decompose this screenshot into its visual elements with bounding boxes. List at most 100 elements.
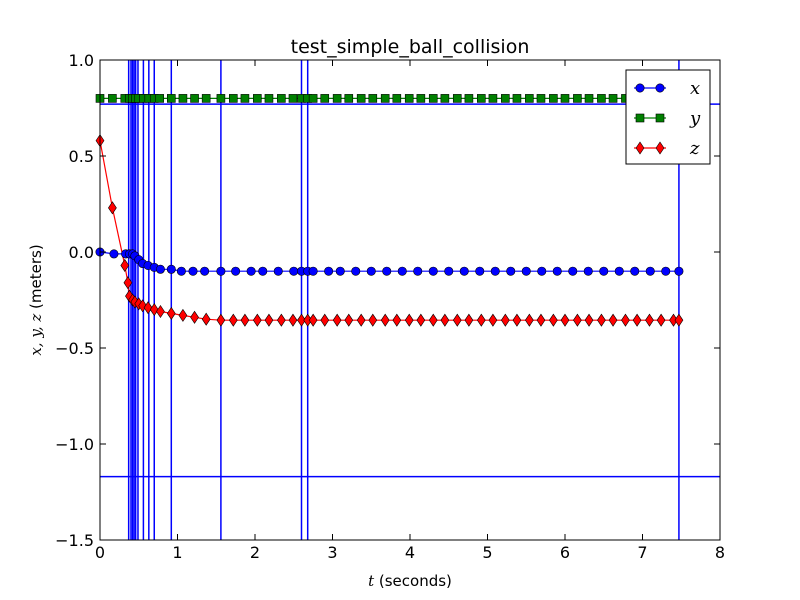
data-point-z: [440, 313, 450, 327]
data-point-x: [475, 266, 485, 276]
data-point-y: [440, 94, 450, 103]
data-point-z: [452, 313, 462, 327]
y-tick-label: −0.5: [55, 339, 94, 358]
legend-label-x: x: [690, 78, 700, 99]
data-point-y: [476, 94, 486, 103]
data-point-x: [188, 266, 198, 276]
data-point-y: [264, 94, 274, 103]
x-tick-label: 4: [405, 543, 415, 562]
data-point-z: [108, 201, 117, 215]
data-point-z: [240, 313, 250, 327]
data-point-z: [344, 313, 354, 327]
data-point-x: [444, 266, 454, 276]
data-point-y: [216, 94, 226, 103]
data-point-z: [645, 313, 654, 327]
data-point-y: [573, 94, 582, 103]
data-point-y: [416, 94, 426, 103]
data-point-y: [404, 94, 414, 103]
data-point-y: [201, 94, 211, 103]
data-point-z: [143, 301, 153, 315]
x-tick-label: 6: [560, 543, 570, 562]
legend-label-z: z: [689, 138, 700, 159]
data-point-x: [324, 266, 334, 276]
data-point-z: [166, 306, 176, 320]
data-point-x: [490, 266, 500, 276]
data-point-z: [149, 303, 159, 317]
legend-marker-y: [655, 113, 665, 123]
data-point-z: [320, 313, 330, 327]
data-point-y: [155, 94, 164, 103]
legend-marker-x: [655, 83, 665, 93]
legend-marker-z: [655, 141, 665, 155]
data-point-x: [382, 266, 392, 276]
data-point-z: [201, 312, 211, 326]
data-point-y: [344, 94, 354, 103]
x-tick-label: 7: [637, 543, 647, 562]
data-point-x: [155, 264, 165, 274]
data-point-y: [501, 94, 510, 103]
data-point-y: [253, 94, 262, 103]
data-point-z: [656, 313, 666, 327]
data-point-x: [216, 266, 226, 276]
data-point-x: [413, 266, 423, 276]
data-point-z: [674, 313, 684, 327]
data-point-x: [428, 266, 438, 276]
data-point-x: [109, 249, 119, 259]
data-point-y: [560, 94, 570, 103]
data-point-x: [521, 266, 531, 276]
data-point-y: [167, 94, 176, 103]
data-point-y: [229, 94, 238, 103]
series-line-z: [100, 140, 679, 321]
data-point-x: [630, 266, 640, 276]
data-point-z: [524, 313, 534, 327]
data-point-y: [320, 94, 330, 103]
data-point-y: [464, 94, 474, 103]
x-tick-label: 2: [250, 543, 260, 562]
data-point-y: [356, 94, 366, 103]
y-tick-label: 0.0: [69, 243, 94, 262]
data-point-y: [549, 94, 558, 103]
data-point-z: [536, 313, 546, 327]
data-point-z: [608, 313, 618, 327]
data-point-y: [536, 94, 546, 103]
data-point-z: [416, 313, 426, 327]
data-point-z: [404, 313, 414, 327]
data-point-y: [525, 94, 534, 103]
data-point-z: [120, 258, 130, 272]
data-point-z: [573, 313, 582, 327]
x-tick-label: 3: [327, 543, 337, 562]
x-tick-label: 0: [95, 543, 105, 562]
data-point-x: [614, 266, 624, 276]
data-point-y: [277, 94, 286, 103]
data-point-z: [332, 313, 342, 327]
data-point-z: [156, 304, 165, 319]
data-point-z: [476, 313, 486, 327]
data-point-y: [428, 94, 438, 103]
data-point-x: [308, 266, 318, 276]
data-point-y: [584, 94, 594, 103]
data-point-y: [368, 94, 378, 103]
data-point-x: [166, 264, 176, 274]
y-tick-label: −1.5: [55, 531, 94, 550]
data-point-x: [506, 266, 516, 276]
data-point-y: [512, 94, 522, 103]
data-point-y: [108, 94, 117, 103]
legend-marker-x: [635, 83, 645, 93]
data-point-x: [231, 266, 241, 276]
data-point-y: [380, 94, 390, 103]
data-point-z: [560, 313, 570, 327]
chart-title: test_simple_ball_collision: [291, 36, 530, 58]
data-point-z: [500, 313, 510, 327]
data-point-z: [308, 313, 318, 327]
data-point-x: [661, 266, 671, 276]
data-point-z: [216, 313, 226, 327]
data-point-z: [297, 313, 306, 327]
series-markers: [95, 94, 684, 327]
y-tick-label: −1.0: [55, 435, 94, 454]
data-point-y: [608, 94, 618, 103]
y-tick-label: 1.0: [69, 51, 94, 70]
data-point-x: [599, 266, 609, 276]
data-point-y: [308, 94, 318, 103]
data-point-x: [258, 266, 268, 276]
data-point-x: [537, 266, 547, 276]
